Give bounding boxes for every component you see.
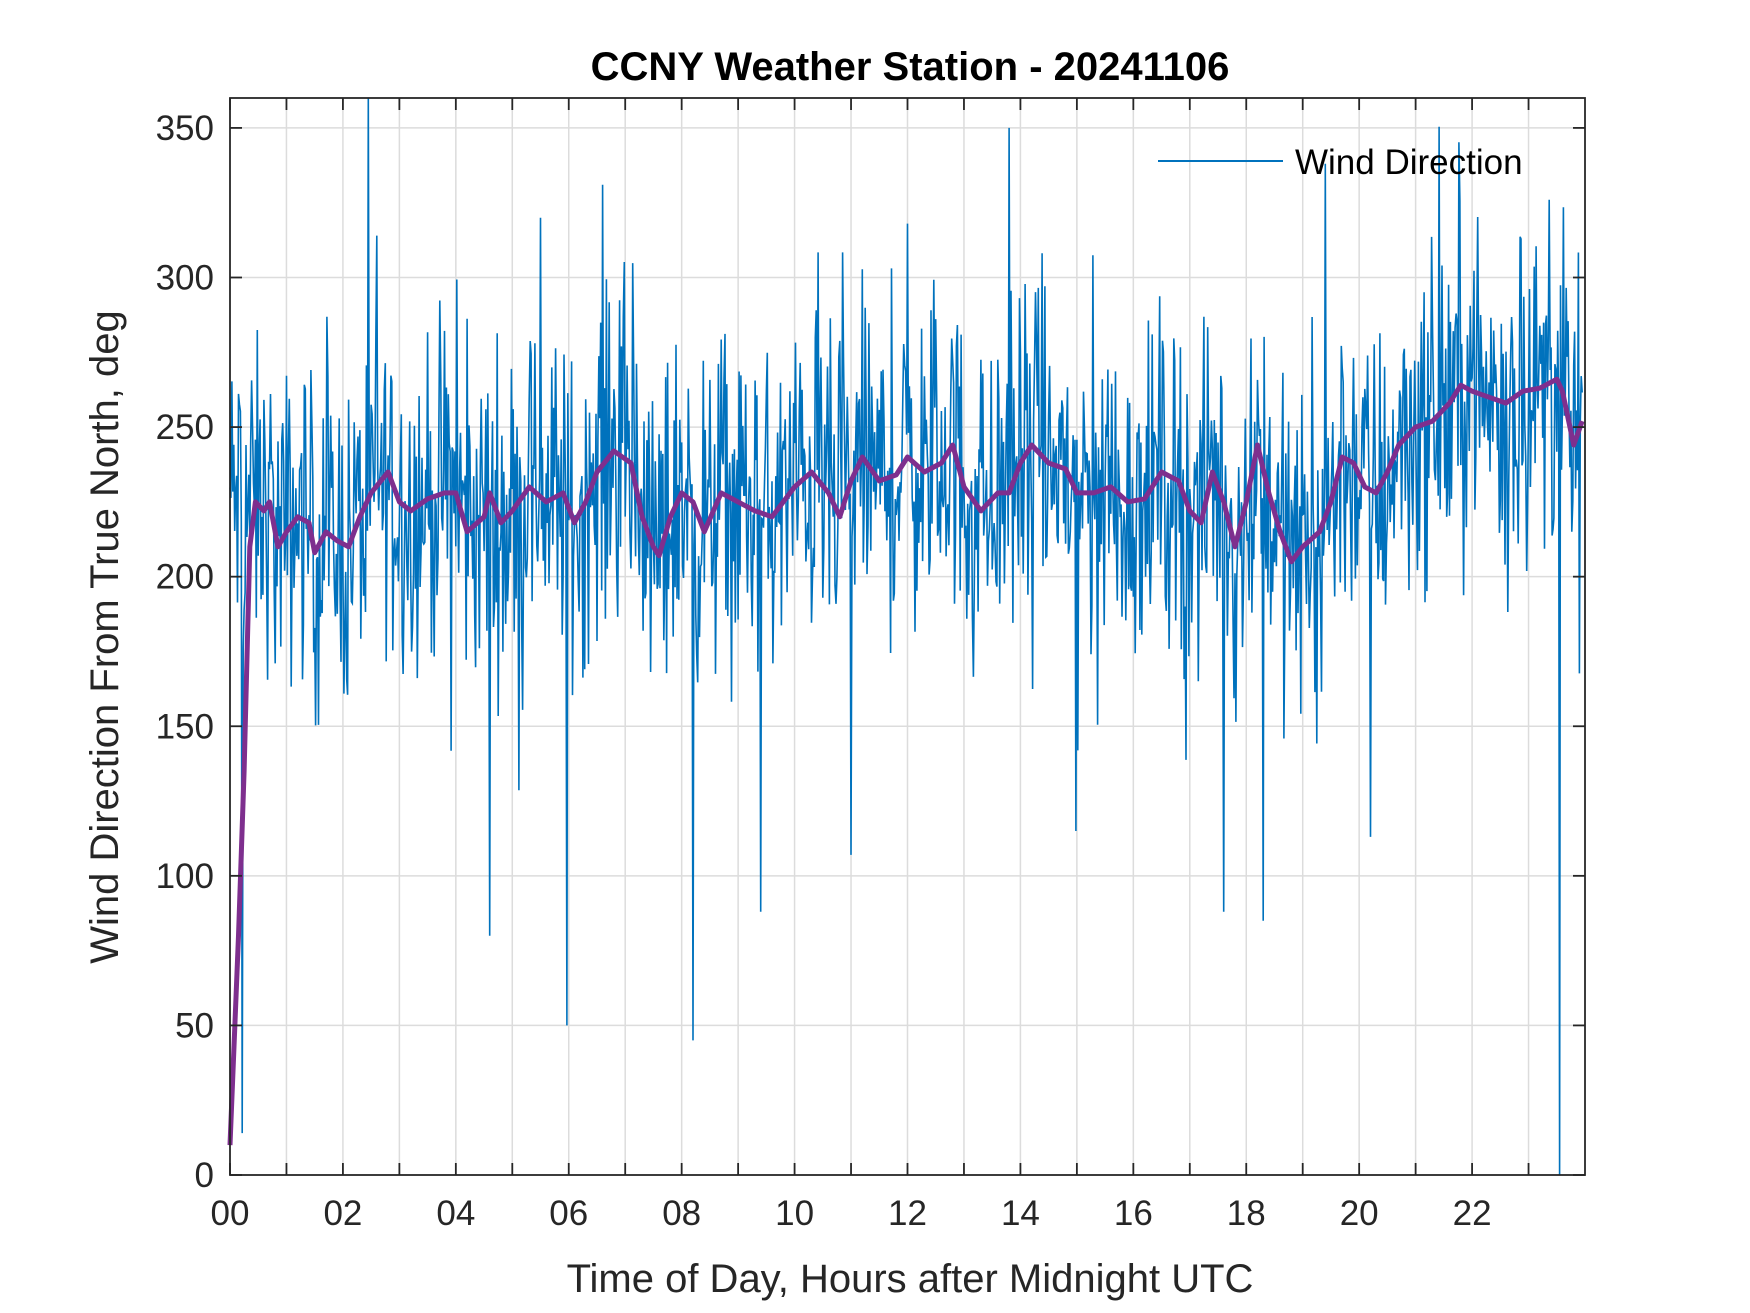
chart-title: CCNY Weather Station - 20241106 [591,45,1230,89]
x-tick-label: 18 [1227,1194,1266,1233]
x-tick-label: 20 [1340,1194,1379,1233]
x-axis-label: Time of Day, Hours after Midnight UTC [567,1257,1254,1301]
x-tick-label: 04 [436,1194,475,1233]
legend-label-wind-direction: Wind Direction [1295,143,1523,182]
x-tick-label: 02 [323,1194,362,1233]
y-tick-label: 100 [156,857,214,896]
x-tick-label: 12 [888,1194,927,1233]
x-tick-label: 08 [662,1194,701,1233]
y-tick-label: 200 [156,558,214,597]
x-tick-label: 10 [775,1194,814,1233]
series-line-wind-direction [229,97,1583,1176]
plot-area [227,97,1585,1176]
y-tick-label: 150 [156,707,214,746]
x-tick-label: 16 [1114,1194,1153,1233]
x-tick-label: 06 [549,1194,588,1233]
y-tick-label: 250 [156,408,214,447]
x-tick-label: 22 [1453,1194,1492,1233]
y-tick-label: 350 [156,109,214,148]
y-tick-label: 50 [175,1006,214,1045]
x-tick-label: 14 [1001,1194,1040,1233]
legend: Wind Direction [1158,143,1523,182]
y-tick-label: 0 [195,1156,214,1195]
y-tick-label: 300 [156,259,214,298]
x-tick-label: 00 [211,1194,250,1233]
series-line-moving-average [227,376,1585,1146]
y-axis-label: Wind Direction From True North, deg [83,310,127,964]
axes: 00 02 04 06 08 10 12 14 16 18 20 22 0 50 100 150 200 250 3… [156,97,1586,1233]
